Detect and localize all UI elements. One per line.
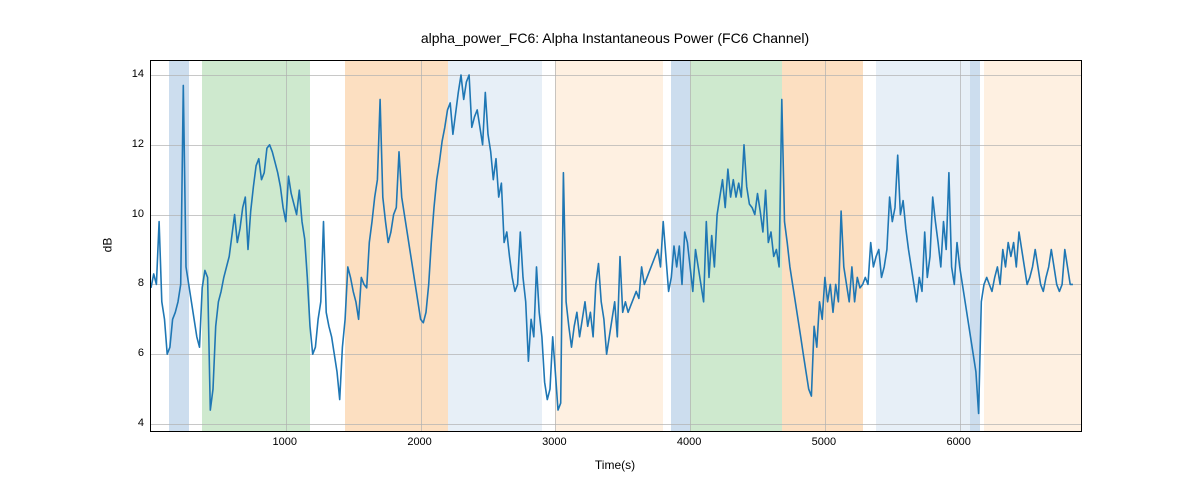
y-tick-label: 8	[122, 277, 144, 289]
line-series-svg	[151, 61, 1081, 431]
x-tick-label: 1000	[273, 436, 297, 448]
y-tick-label: 10	[122, 208, 144, 220]
y-tick-label: 6	[122, 347, 144, 359]
x-tick-label: 2000	[407, 436, 431, 448]
x-axis-label: Time(s)	[150, 458, 1080, 472]
y-tick-label: 14	[122, 68, 144, 80]
data-line	[151, 75, 1073, 414]
y-axis-label: dB	[100, 60, 115, 430]
x-tick-label: 4000	[677, 436, 701, 448]
y-tick-label: 4	[122, 417, 144, 429]
figure: alpha_power_FC6: Alpha Instantaneous Pow…	[0, 0, 1200, 500]
y-tick-label: 12	[122, 138, 144, 150]
plot-area	[150, 60, 1082, 432]
x-tick-label: 5000	[812, 436, 836, 448]
x-tick-label: 6000	[946, 436, 970, 448]
x-tick-label: 3000	[542, 436, 566, 448]
chart-title: alpha_power_FC6: Alpha Instantaneous Pow…	[150, 30, 1080, 46]
